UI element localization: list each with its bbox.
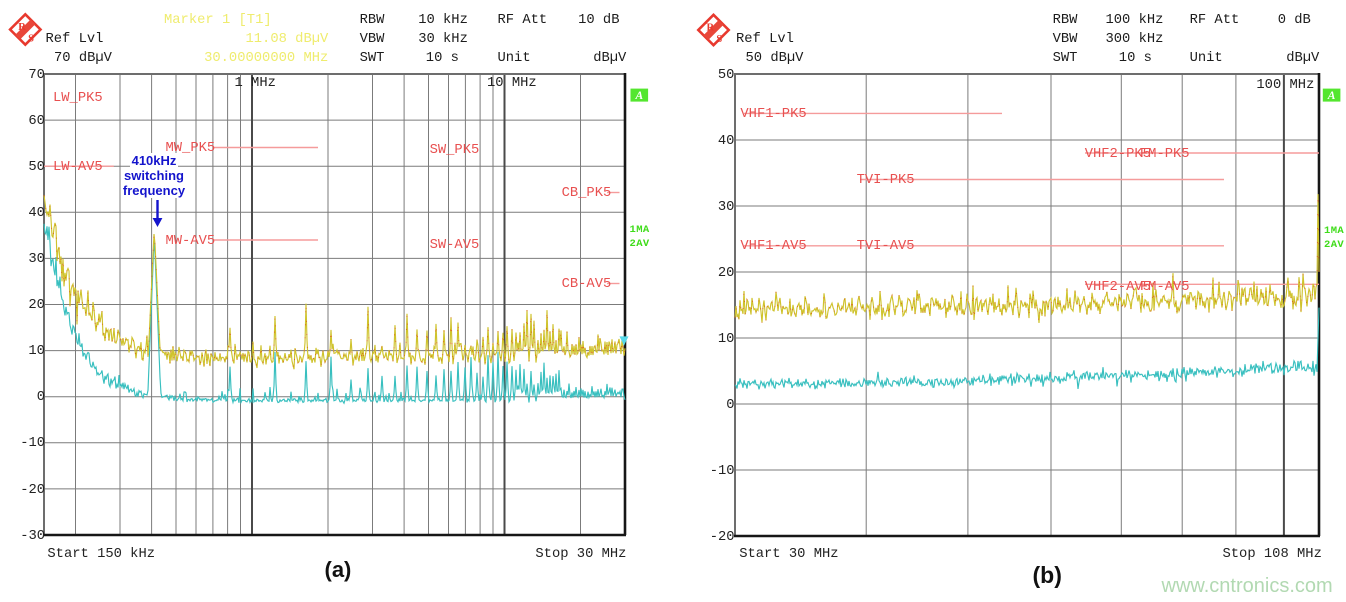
svg-text:S: S bbox=[716, 34, 722, 45]
svg-text:R: R bbox=[707, 23, 715, 34]
svg-text:A: A bbox=[1327, 90, 1336, 102]
svg-text:S: S bbox=[28, 34, 34, 45]
svg-text:A: A bbox=[634, 90, 643, 102]
svg-text:R: R bbox=[18, 22, 26, 33]
